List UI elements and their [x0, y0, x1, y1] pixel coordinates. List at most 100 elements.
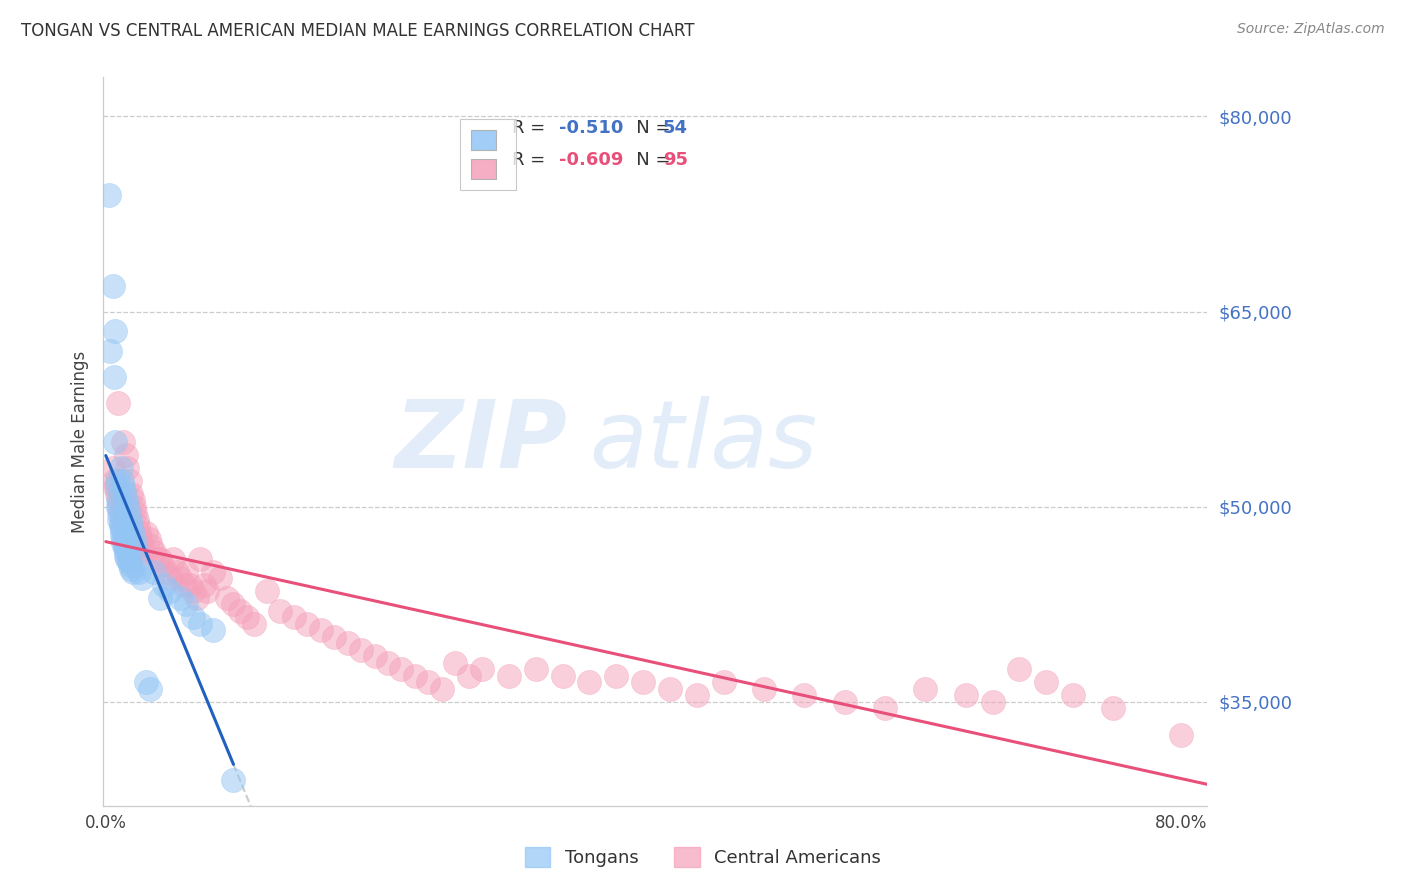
Point	[101, 460, 124, 475]
Point	[112, 434, 135, 449]
Point	[115, 493, 138, 508]
Point	[112, 533, 135, 547]
Point	[129, 533, 152, 547]
Point	[114, 487, 136, 501]
Point	[159, 571, 181, 585]
Point	[105, 480, 128, 494]
Text: TONGAN VS CENTRAL AMERICAN MEDIAN MALE EARNINGS CORRELATION CHART: TONGAN VS CENTRAL AMERICAN MEDIAN MALE E…	[21, 22, 695, 40]
Point	[297, 616, 319, 631]
Legend: , : ,	[460, 120, 516, 190]
Point	[148, 591, 170, 605]
Point	[117, 460, 139, 475]
Point	[107, 395, 129, 409]
Point	[169, 591, 191, 605]
Point	[159, 584, 181, 599]
Point	[115, 549, 138, 564]
Point	[101, 278, 124, 293]
Point	[118, 545, 141, 559]
Point	[117, 539, 139, 553]
Point	[498, 669, 520, 683]
Point	[110, 460, 132, 475]
Point	[138, 533, 160, 547]
Point	[1008, 663, 1031, 677]
Point	[981, 695, 1004, 709]
Point	[120, 487, 142, 501]
Point	[551, 669, 574, 683]
Point	[112, 480, 135, 494]
Point	[118, 506, 141, 520]
Point	[1035, 675, 1057, 690]
Point	[793, 689, 815, 703]
Text: -0.609: -0.609	[560, 151, 624, 169]
Point	[135, 525, 157, 540]
Point	[115, 533, 138, 547]
Point	[323, 630, 346, 644]
Point	[111, 528, 134, 542]
Point	[121, 565, 143, 579]
Point	[143, 565, 166, 579]
Point	[125, 545, 148, 559]
Point	[162, 552, 184, 566]
Point	[115, 448, 138, 462]
Point	[122, 500, 145, 514]
Point	[120, 562, 142, 576]
Point	[873, 701, 896, 715]
Point	[146, 552, 169, 566]
Point	[97, 187, 120, 202]
Point	[110, 516, 132, 530]
Point	[1102, 701, 1125, 715]
Point	[215, 591, 238, 605]
Point	[104, 324, 127, 338]
Point	[404, 669, 426, 683]
Point	[104, 434, 127, 449]
Point	[176, 598, 198, 612]
Point	[202, 624, 225, 638]
Point	[173, 578, 195, 592]
Text: Source: ZipAtlas.com: Source: ZipAtlas.com	[1237, 22, 1385, 37]
Point	[111, 513, 134, 527]
Text: R =: R =	[512, 120, 557, 137]
Point	[108, 500, 131, 514]
Point	[98, 343, 121, 358]
Point	[457, 669, 479, 683]
Point	[139, 681, 162, 696]
Point	[150, 558, 173, 573]
Point	[181, 610, 204, 624]
Text: 54: 54	[664, 120, 688, 137]
Point	[118, 474, 141, 488]
Point	[208, 571, 231, 585]
Point	[131, 571, 153, 585]
Point	[108, 506, 131, 520]
Point	[103, 474, 125, 488]
Point	[155, 565, 177, 579]
Point	[418, 675, 440, 690]
Point	[188, 616, 211, 631]
Text: -0.510: -0.510	[560, 120, 624, 137]
Point	[179, 578, 201, 592]
Point	[118, 552, 141, 566]
Point	[117, 500, 139, 514]
Point	[118, 554, 141, 568]
Point	[128, 525, 150, 540]
Point	[114, 541, 136, 556]
Point	[1062, 689, 1084, 703]
Point	[389, 663, 412, 677]
Point	[713, 675, 735, 690]
Point	[112, 536, 135, 550]
Point	[104, 480, 127, 494]
Point	[124, 506, 146, 520]
Point	[121, 525, 143, 540]
Point	[131, 539, 153, 553]
Point	[107, 493, 129, 508]
Point	[430, 681, 453, 696]
Point	[176, 565, 198, 579]
Point	[112, 519, 135, 533]
Point	[127, 519, 149, 533]
Point	[117, 552, 139, 566]
Point	[110, 506, 132, 520]
Point	[148, 552, 170, 566]
Point	[350, 643, 373, 657]
Y-axis label: Median Male Earnings: Median Male Earnings	[72, 351, 89, 533]
Point	[121, 493, 143, 508]
Point	[107, 500, 129, 514]
